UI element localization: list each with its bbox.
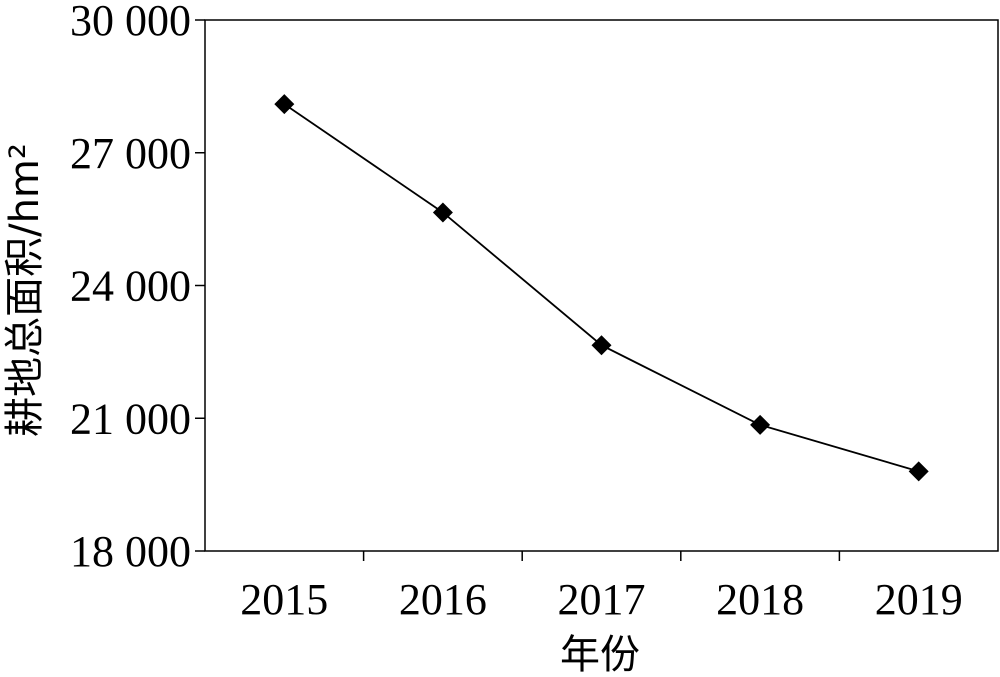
data-point-marker xyxy=(750,414,771,435)
series-line xyxy=(283,103,919,473)
y-tick-label: 30 000 xyxy=(70,0,191,45)
y-tick-label: 21 000 xyxy=(70,394,191,443)
plot-border xyxy=(204,19,999,552)
y-axis: 18 000 21 000 24 000 27 000 30 000 xyxy=(70,0,205,576)
data-point-marker xyxy=(274,94,295,115)
data-point-marker xyxy=(432,202,453,223)
x-tick-label: 2016 xyxy=(399,575,487,624)
x-tick-label: 2019 xyxy=(875,575,963,624)
x-tick-label: 2015 xyxy=(240,575,328,624)
data-point-marker xyxy=(591,335,612,356)
x-axis: 2015 2016 2017 2018 2019 xyxy=(240,551,963,624)
y-tick-label: 27 000 xyxy=(70,129,191,178)
y-tick-label: 18 000 xyxy=(70,527,191,576)
data-point-marker xyxy=(908,461,929,482)
x-tick-label: 2018 xyxy=(716,575,804,624)
y-axis-title: 耕地总面积/hm² xyxy=(2,143,48,437)
y-tick-label: 24 000 xyxy=(70,262,191,311)
x-axis-title: 年份 xyxy=(560,632,640,677)
x-tick-label: 2017 xyxy=(558,575,646,624)
series-layer xyxy=(274,94,929,482)
plot-area xyxy=(204,19,999,552)
